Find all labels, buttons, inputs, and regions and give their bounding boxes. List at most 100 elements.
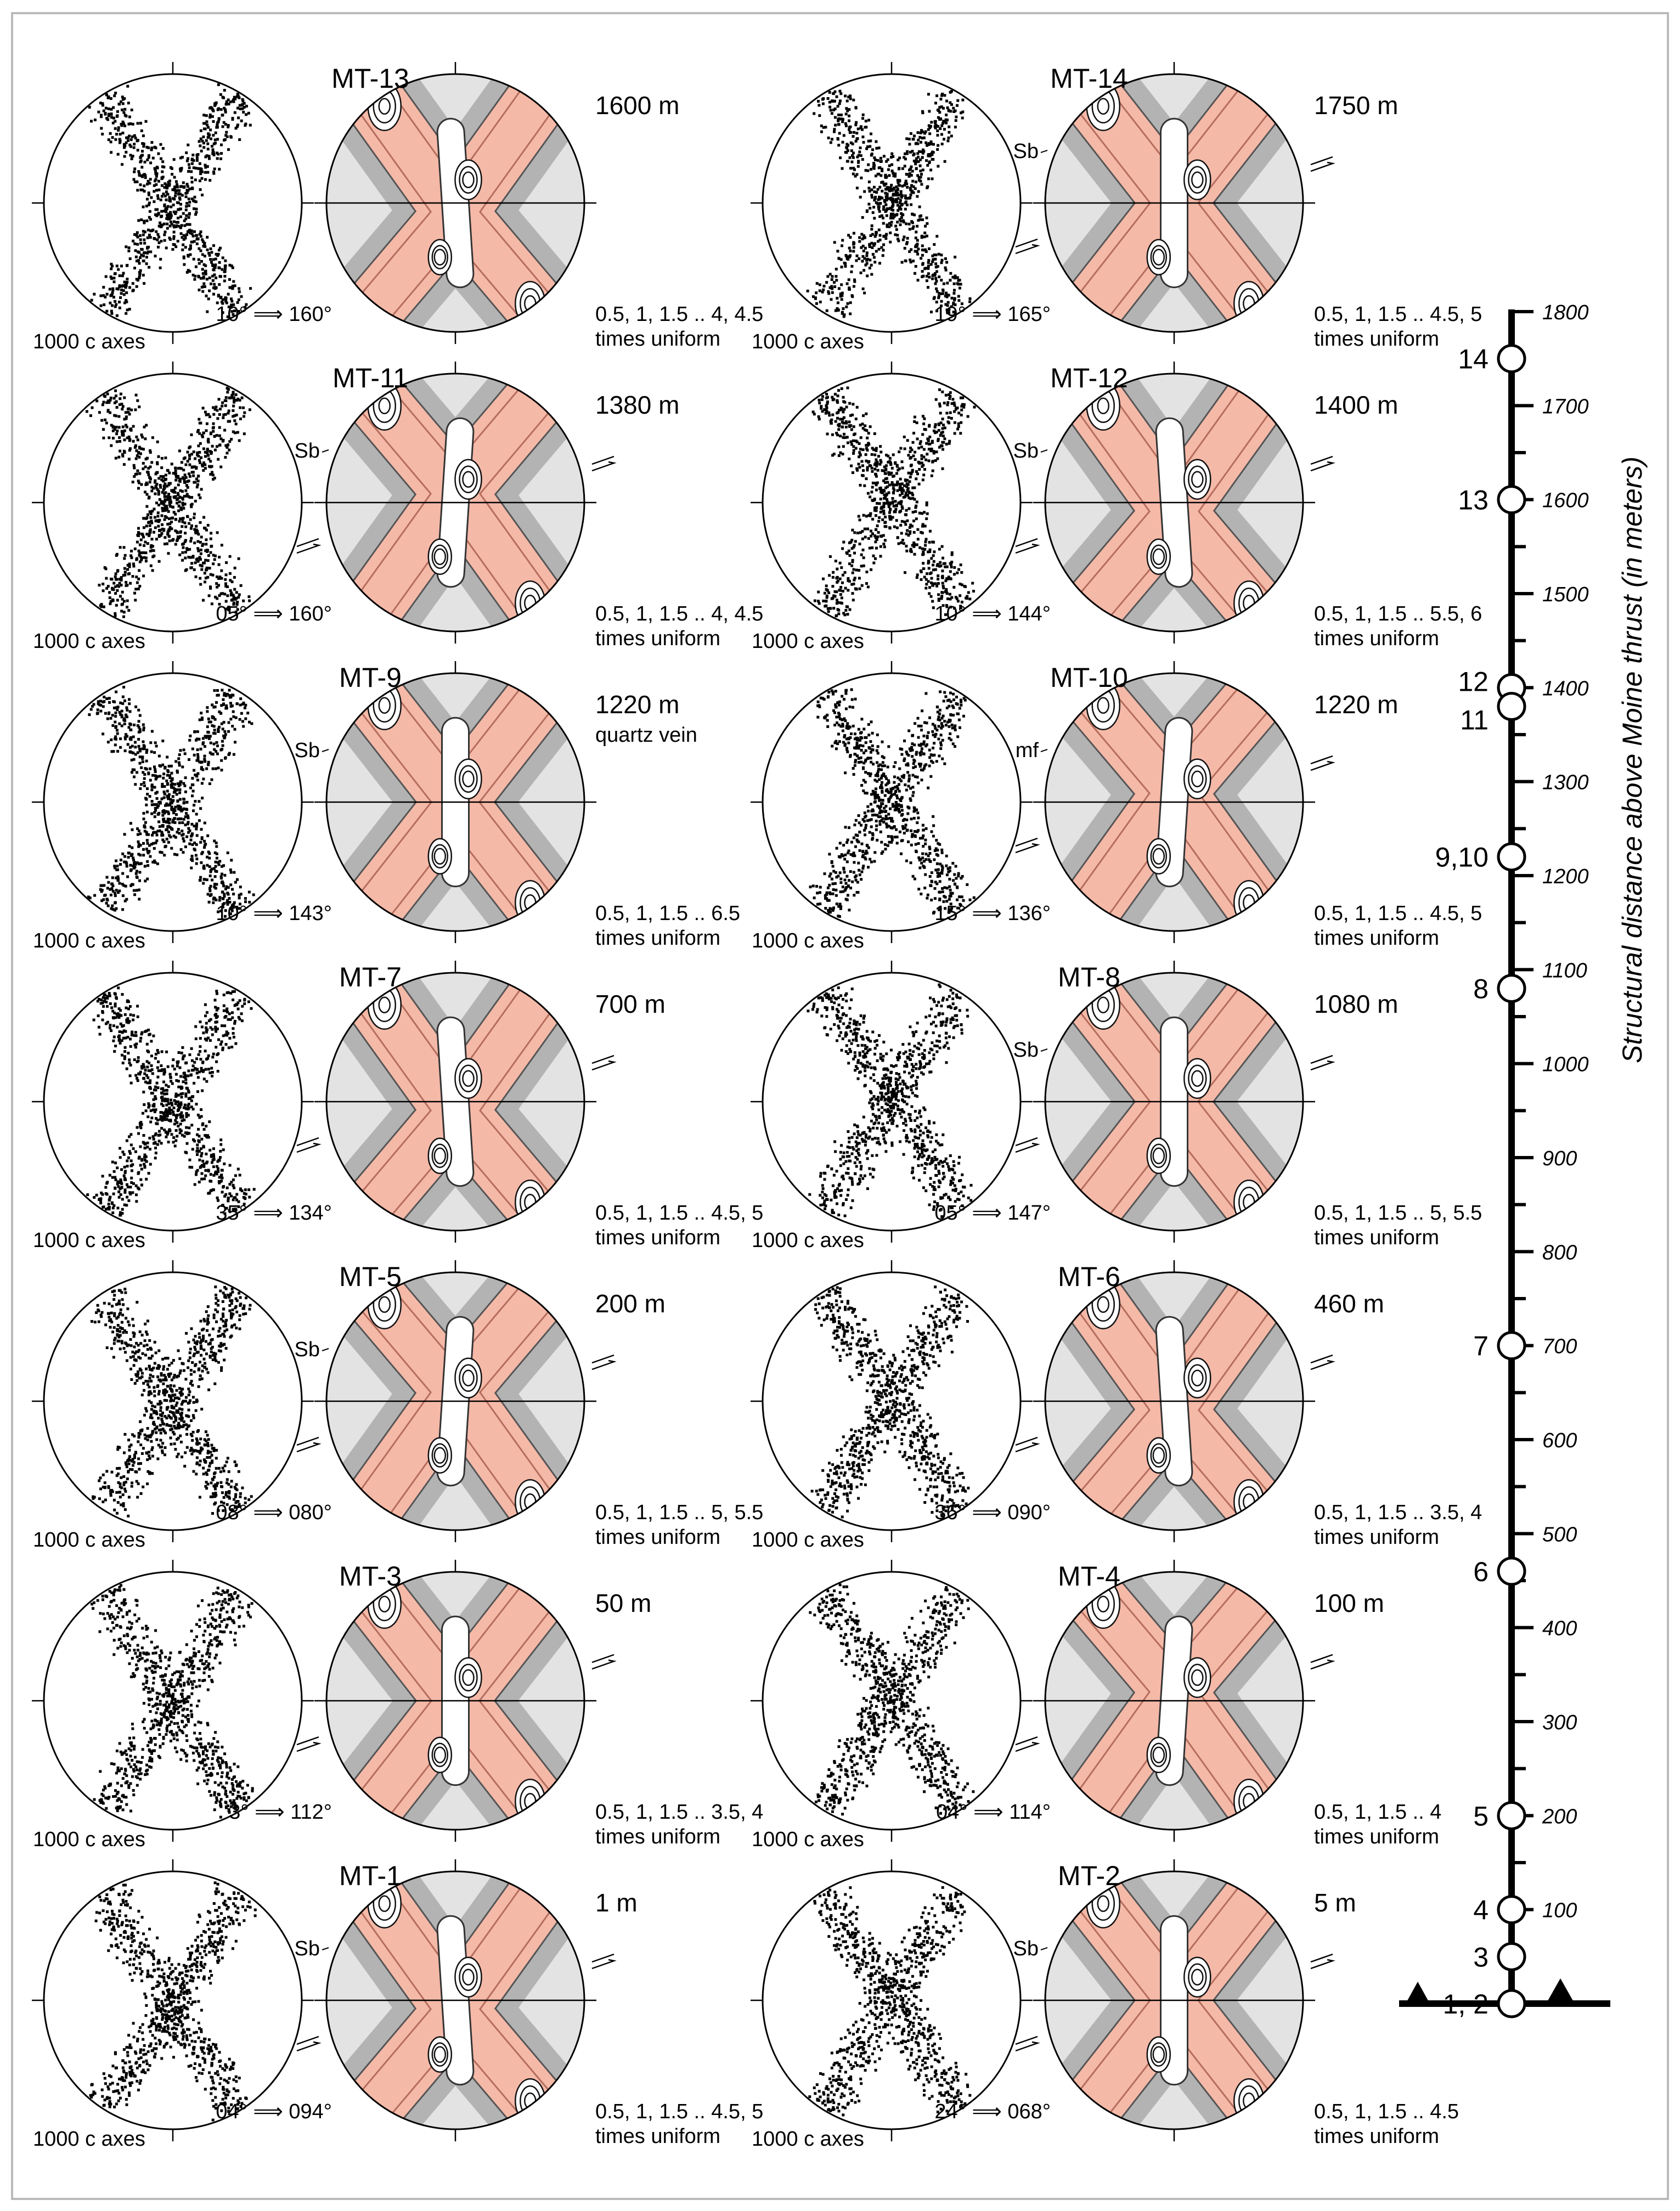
c-axis-contour-plot	[1015, 1560, 1335, 1842]
sample-marker	[1497, 692, 1526, 721]
sample-marker-label: 1, 2	[1443, 1989, 1489, 2020]
contour-intervals: 0.5, 1, 1.5 .. 3.5, 4	[1314, 1501, 1482, 1524]
point-count-label: 1000 c axes	[33, 1229, 145, 1252]
sample-distance: 1 m	[595, 1888, 638, 1917]
sample-marker	[1497, 1801, 1526, 1830]
foliation-label: Sb	[295, 1937, 320, 1960]
c-axis-scatter	[751, 1560, 1033, 1842]
scale-tick-label: 1400	[1542, 677, 1589, 700]
panel-mt-7: MT-7 700 m 1000 c axes 35° ⟹ 134° 0.5, 1, 1.…	[32, 961, 763, 1252]
point-count-label: 1000 c axes	[752, 1828, 864, 1851]
contour-units: times uniform	[1314, 1226, 1439, 1249]
sample-marker-label: 9,10	[1435, 842, 1489, 873]
c-axis-scatter	[751, 62, 1033, 344]
density-maxima	[367, 1279, 546, 1525]
sample-name: MT-4	[1058, 1561, 1120, 1592]
contour-units: times uniform	[1314, 1526, 1439, 1549]
panel-mt-4: MT-4 100 m 1000 c axes 04° ⟹ 114° 0.5, 1, 1.…	[751, 1560, 1441, 1851]
scale-tick-label: 400	[1542, 1617, 1577, 1640]
scatter-stereonet	[43, 972, 303, 1232]
c-axis-contour-plot: mf	[1015, 661, 1335, 943]
point-count-label: 1000 c axes	[752, 330, 864, 353]
sample-marker-label: 13	[1458, 485, 1489, 516]
contour-units: times uniform	[595, 328, 720, 351]
foliation-label: mf	[1016, 739, 1039, 762]
scatter-points	[86, 986, 256, 1217]
scatter-points	[806, 89, 972, 318]
scatter-points	[809, 1583, 975, 1816]
scale-tick-label: 200	[1542, 1805, 1577, 1828]
point-count-label: 1000 c axes	[752, 630, 864, 653]
sample-distance: 1220 m	[1314, 690, 1398, 719]
panel-mt-2: Sb MT-2 5 m 1000 c axes 24° ⟹ 068° 0.5, 1, 1.…	[751, 1859, 1459, 2151]
point-count-label: 1000 c axes	[33, 2128, 145, 2151]
sample-marker-label: 4	[1473, 1895, 1489, 1926]
foliation-label: Sb	[295, 1338, 320, 1361]
thrust-barb-left	[1406, 1982, 1430, 2004]
scatter-ticks	[32, 362, 314, 644]
panel-mt-11: Sb MT-11 1380 m 1000 c axes 05° ⟹ 160° 0.5, 1…	[32, 362, 763, 653]
contour-units: times uniform	[595, 2125, 720, 2148]
sample-marker	[1497, 974, 1526, 1003]
sample-marker	[1497, 485, 1526, 515]
sample-name: MT-12	[1050, 363, 1128, 393]
c-axis-scatter	[32, 1260, 314, 1542]
contour-units: times uniform	[1314, 627, 1439, 650]
sample-distance: 700 m	[595, 990, 666, 1018]
sample-marker	[1497, 1556, 1526, 1586]
scatter-ticks	[751, 1260, 1033, 1542]
contour-intervals: 0.5, 1, 1.5 .. 4.5, 5	[1314, 303, 1482, 326]
lineation-orientation: 35° ⟹ 134°	[216, 1202, 332, 1225]
scale-tick-label: 1500	[1542, 583, 1589, 606]
sample-name: MT-3	[339, 1561, 402, 1592]
lineation-orientation: 15° ⟹ 136°	[934, 902, 1051, 925]
sample-distance: 1220 m	[595, 690, 679, 719]
sample-name: MT-10	[1050, 662, 1128, 693]
shear-sense-arrows	[1015, 455, 1335, 554]
sample-name: MT-14	[1050, 63, 1128, 94]
shear-sense-arrows	[296, 1354, 617, 1453]
point-count-label: 1000 c axes	[752, 1229, 864, 1252]
contour-units: times uniform	[595, 1526, 720, 1549]
contour-units: times uniform	[1314, 328, 1439, 351]
scatter-stereonet	[762, 1870, 1022, 2130]
scale-tick-label: 900	[1542, 1147, 1577, 1170]
scatter-points	[809, 688, 976, 918]
sample-distance: 1080 m	[1314, 990, 1398, 1018]
thrust-barb-right	[1546, 1978, 1575, 2004]
sample-marker	[1497, 344, 1526, 374]
contour-intervals: 0.5, 1, 1.5 .. 6.5	[595, 902, 740, 925]
contour-units: times uniform	[1314, 927, 1439, 950]
scale-tick-label: 500	[1542, 1523, 1577, 1546]
panel-mt-10: mf MT-10 1220 m 1000 c axes 15° ⟹ 136° 0.5, 1…	[751, 661, 1482, 952]
point-count-label: 1000 c axes	[33, 929, 145, 952]
sample-distance: 100 m	[1314, 1589, 1384, 1617]
sample-marker-label: 6	[1473, 1556, 1489, 1587]
lineation-orientation: 36° ⟹ 090°	[934, 1501, 1051, 1524]
point-count-label: 1000 c axes	[33, 630, 145, 653]
scale-tick-label: 600	[1542, 1429, 1577, 1452]
c-axis-scatter	[32, 661, 314, 943]
sample-marker	[1497, 1942, 1526, 1971]
scatter-stereonet	[762, 73, 1022, 333]
scatter-points	[810, 1285, 970, 1519]
scatter-points	[807, 983, 973, 1218]
contour-intervals: 0.5, 1, 1.5 .. 4	[1314, 1801, 1441, 1824]
sample-marker-label: 3	[1473, 1942, 1489, 1972]
scatter-ticks	[32, 661, 314, 943]
scatter-ticks	[32, 961, 314, 1243]
contour-intervals: 0.5, 1, 1.5 .. 4.5	[1314, 2100, 1459, 2123]
sample-note: quartz vein	[595, 724, 697, 747]
c-axis-scatter	[32, 62, 314, 344]
foliation-label: Sb	[1013, 439, 1039, 462]
lineation-orientation: 05° ⟹ 147°	[934, 1202, 1051, 1225]
scatter-ticks	[32, 1260, 314, 1542]
contour-intervals: 0.5, 1, 1.5 .. 4, 4.5	[595, 602, 763, 625]
scale-tick-label: 1300	[1542, 771, 1589, 794]
sample-name: MT-2	[1058, 1860, 1120, 1891]
scatter-ticks	[751, 362, 1033, 644]
c-axis-scatter	[32, 1859, 314, 2141]
scale-tick-label: 1600	[1542, 489, 1589, 512]
scatter-stereonet	[762, 672, 1022, 932]
scatter-points	[90, 1285, 253, 1518]
